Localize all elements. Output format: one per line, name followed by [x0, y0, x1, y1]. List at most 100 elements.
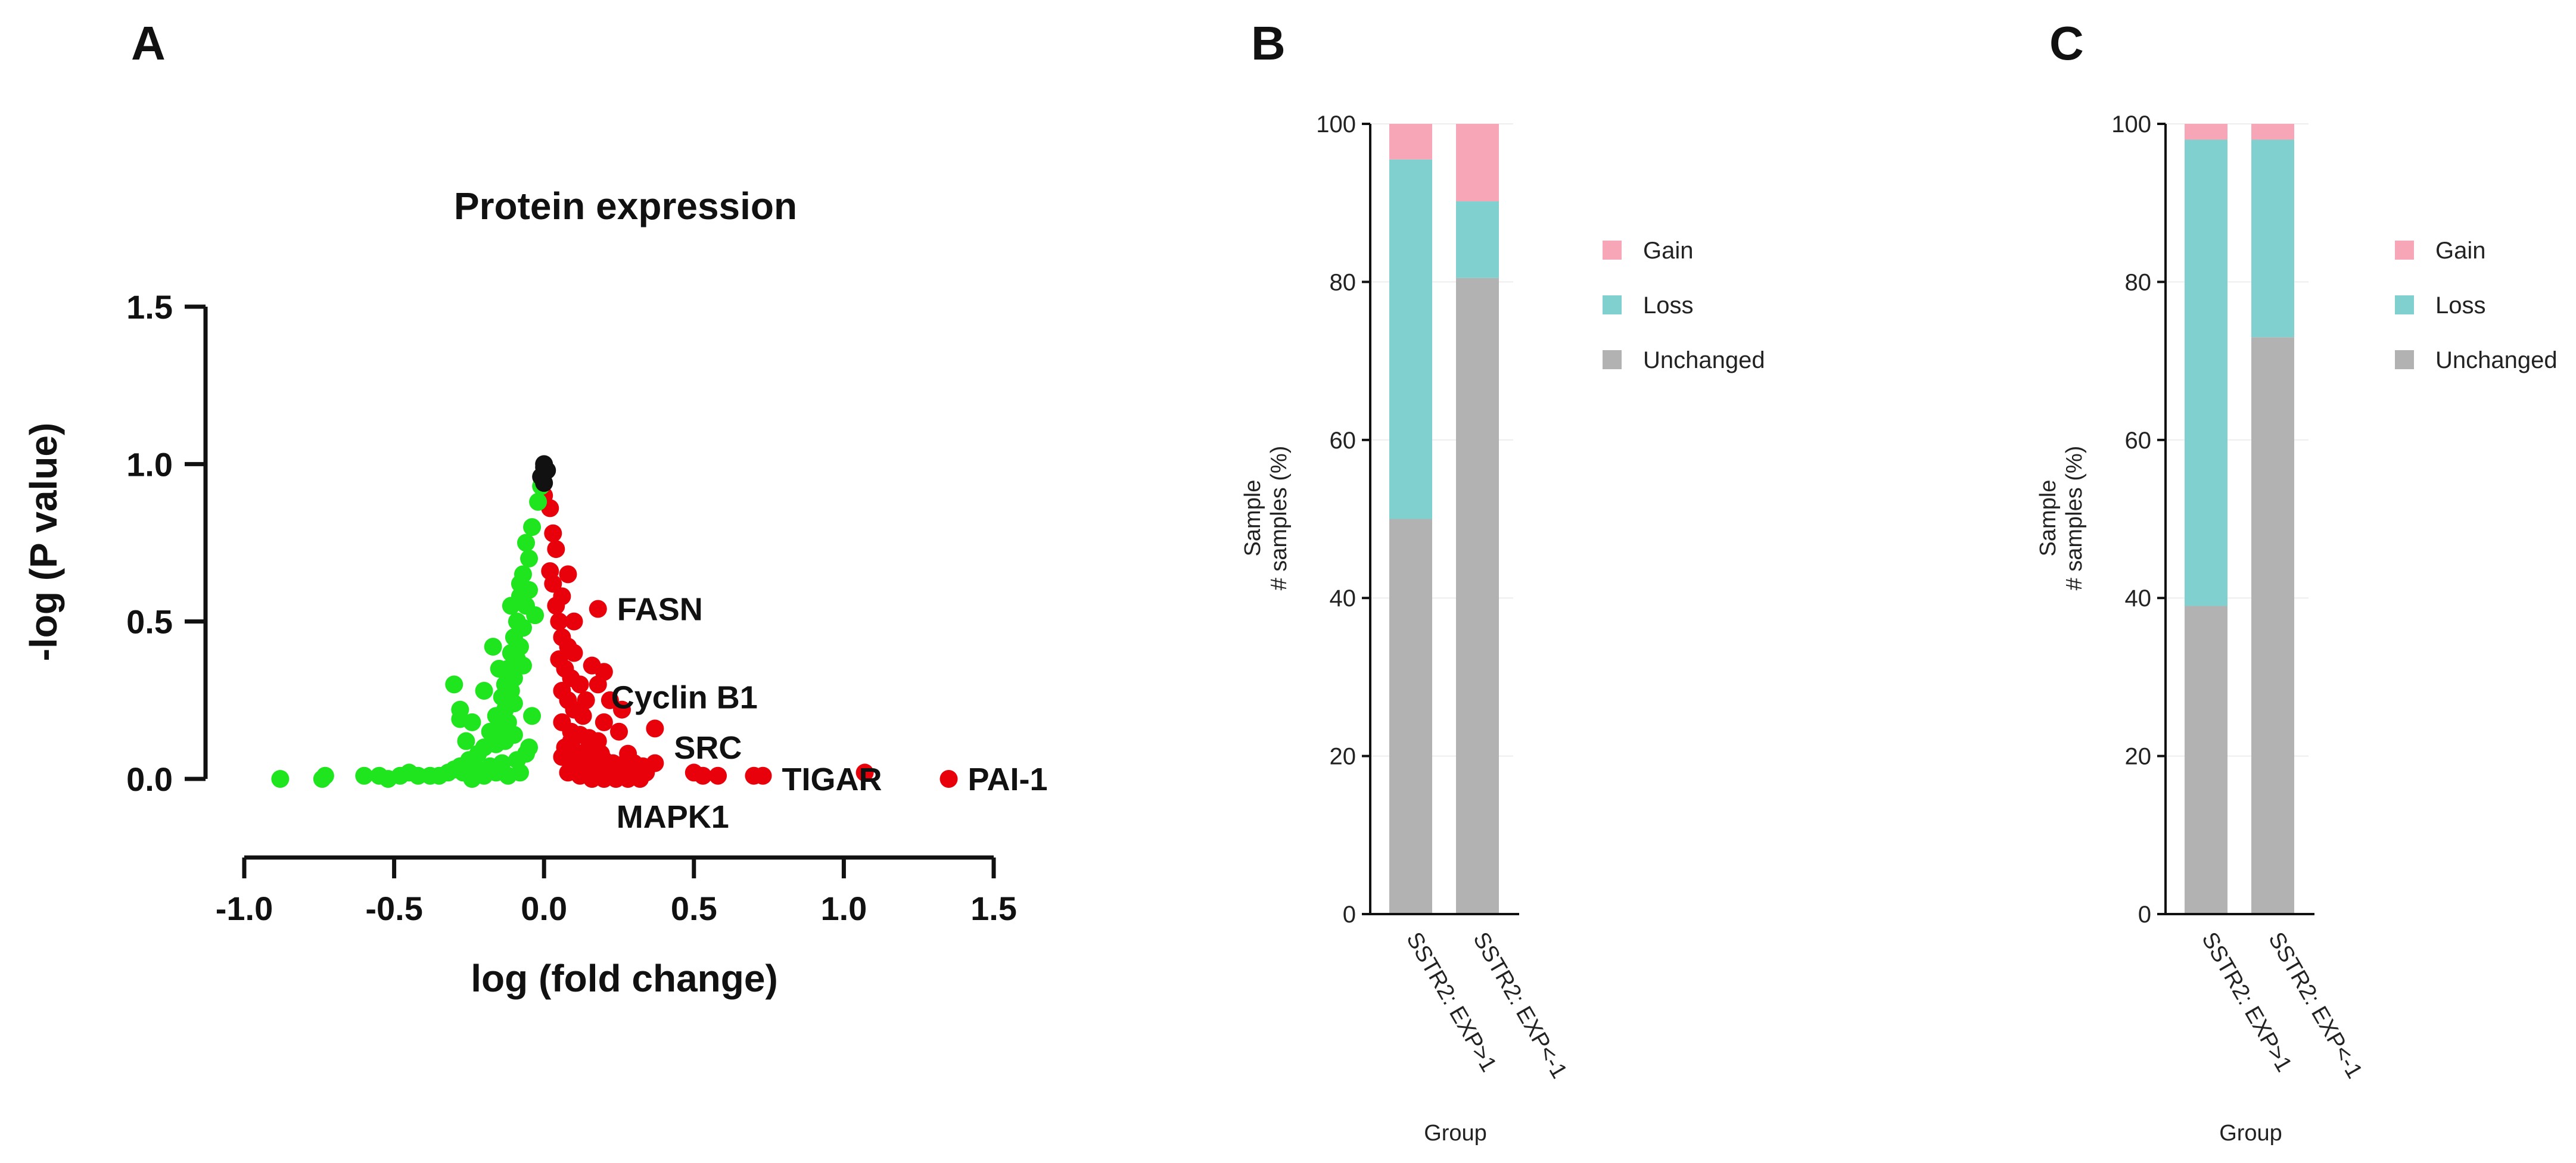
panel-a-point [544, 575, 562, 593]
panel-c-y-axis-label: Sample # samples (%) [2036, 446, 2087, 591]
panel-b-y-tick-label: 40 [1330, 585, 1357, 612]
panel-b-legend-label-unchanged: Unchanged [1643, 347, 1765, 373]
panel-a-point [517, 534, 536, 552]
panel-a-point [577, 691, 595, 709]
panel-c-y-tick-label: 100 [2111, 111, 2151, 138]
panel-a-point [502, 597, 520, 615]
panel-c-bars [2185, 124, 2294, 914]
panel-c-bar-segment-loss [2251, 139, 2294, 338]
panel-a-point [355, 766, 374, 785]
panel-b-y-tick-label: 0 [1343, 902, 1356, 928]
panel-a-point [445, 675, 463, 694]
panel-a-x-tick-label: -0.5 [365, 890, 423, 927]
panel-a-y-axis-label: -log (P value) [22, 423, 65, 662]
panel-a-point [589, 600, 607, 618]
panel-a-point [646, 719, 664, 738]
panel-c-y-ticks: 0 20 40 60 80 100 [2111, 111, 2166, 928]
panel-b-bar-segment-gain [1389, 124, 1432, 160]
panel-b-bar-segment-unchanged [1389, 519, 1432, 914]
panel-c-legend-label-loss: Loss [2435, 292, 2486, 319]
panel-a-point [613, 700, 631, 719]
panel-a-y-tick-label: 1.5 [126, 288, 173, 326]
panel-b-bars [1389, 124, 1499, 914]
panel-a-point [370, 766, 388, 785]
panel-a-point [754, 766, 772, 785]
panel-a-x-tick-label: 0.0 [521, 890, 567, 927]
panel-b-legend: Gain Loss Unchanged [1603, 238, 1765, 373]
panel-a-x-axis-label: log (fold change) [471, 957, 778, 1000]
panel-a-point [610, 722, 628, 741]
panel-a-point [313, 770, 331, 788]
panel-a-point [939, 770, 958, 788]
panel-a-point [451, 710, 469, 728]
panel-a-point [547, 597, 565, 615]
panel-b-y-ticks: 0 20 40 60 80 100 [1316, 111, 1370, 928]
panel-a-point [514, 656, 532, 675]
panel-c-y-tick-label: 80 [2125, 269, 2152, 295]
panel-a-annotations: FASN Cyclin B1 SRC TIGAR PAI-1 MAPK1 [611, 592, 1048, 835]
panel-a-point [520, 738, 539, 757]
panel-a-y-tick-label: 0.0 [126, 760, 173, 798]
panel-c-y-axis-label-line2: # samples (%) [2062, 446, 2087, 591]
panel-a-point [601, 691, 619, 709]
panel-a-point [520, 549, 539, 568]
panel-a-x-tick-label: 0.5 [671, 890, 717, 927]
panel-c-bar-segment-gain [2185, 124, 2227, 140]
panel-a-point [571, 675, 589, 694]
panel-a-point [523, 707, 542, 725]
panel-a-point [616, 754, 634, 772]
panel-a-point [855, 763, 874, 782]
panel-b-legend-label-loss: Loss [1643, 292, 1694, 319]
panel-c-y-axis-label-line1: Sample [2036, 480, 2061, 557]
panel-a-point [553, 747, 571, 766]
panel-b-bar-segment-gain [1456, 124, 1499, 202]
panel-c-bar-segment-gain [2251, 124, 2294, 140]
panel-c-y-tick-label: 40 [2125, 585, 2152, 612]
panel-a-point [490, 659, 508, 678]
panel-b-y-axis-label: Sample # samples (%) [1240, 446, 1292, 591]
panel-a-point [526, 606, 545, 625]
panel-c-legend: Gain Loss Unchanged [2395, 238, 2558, 373]
panel-b-y-tick-label: 60 [1330, 428, 1357, 454]
panel-a-point [547, 540, 565, 559]
panel-a-point [559, 565, 577, 584]
panel-a-x-tick-label: 1.5 [970, 890, 1017, 927]
panel-a-point [565, 644, 583, 662]
panel-b-x-axis-label: Group [1424, 1121, 1487, 1146]
panel-c-bar-segment-loss [2185, 139, 2227, 606]
panel-a-point [550, 612, 568, 631]
panel-c-bar-segment-unchanged [2185, 606, 2227, 914]
panel-a-point [535, 458, 553, 476]
panel-b-legend-swatch-loss [1603, 295, 1622, 314]
panel-a-label: A [131, 17, 166, 70]
panel-a-series-down-regulated [271, 477, 550, 788]
panel-a-point [454, 763, 472, 782]
panel-c-label: C [2049, 17, 2084, 70]
panel-a-x-tick-label: -1.0 [216, 890, 273, 927]
panel-a-point [583, 656, 601, 675]
panel-c-legend-swatch-unchanged [2395, 350, 2414, 369]
panel-c-legend-label-gain: Gain [2435, 238, 2486, 264]
panel-a-y-tick-label: 0.5 [126, 603, 173, 641]
panel-a-point [544, 524, 562, 542]
gene-label-cyclin-b1: Cyclin B1 [611, 680, 758, 716]
panel-b-y-tick-label: 80 [1330, 269, 1357, 295]
panel-b-legend-label-gain: Gain [1643, 238, 1694, 264]
panel-a-point [484, 637, 502, 656]
panel-a-series-up-regulated [535, 487, 958, 788]
panel-c-legend-swatch-gain [2395, 241, 2414, 260]
panel-a-point [568, 751, 586, 769]
panel-a-volcano-plot: A Protein expression 0.0 0.5 1.0 1.5 -1.0 -0… [22, 17, 1048, 1000]
panel-a-title: Protein expression [454, 185, 797, 227]
panel-b-legend-swatch-unchanged [1603, 350, 1622, 369]
panel-a-point [634, 757, 652, 775]
panel-c-y-tick-label: 60 [2125, 428, 2152, 454]
panel-c-y-tick-label: 20 [2125, 744, 2152, 770]
panel-b-legend-swatch-gain [1603, 241, 1622, 260]
gene-label-src: SRC [674, 730, 742, 766]
panel-b-label: B [1251, 17, 1286, 70]
gene-label-tigar: TIGAR [782, 762, 882, 797]
